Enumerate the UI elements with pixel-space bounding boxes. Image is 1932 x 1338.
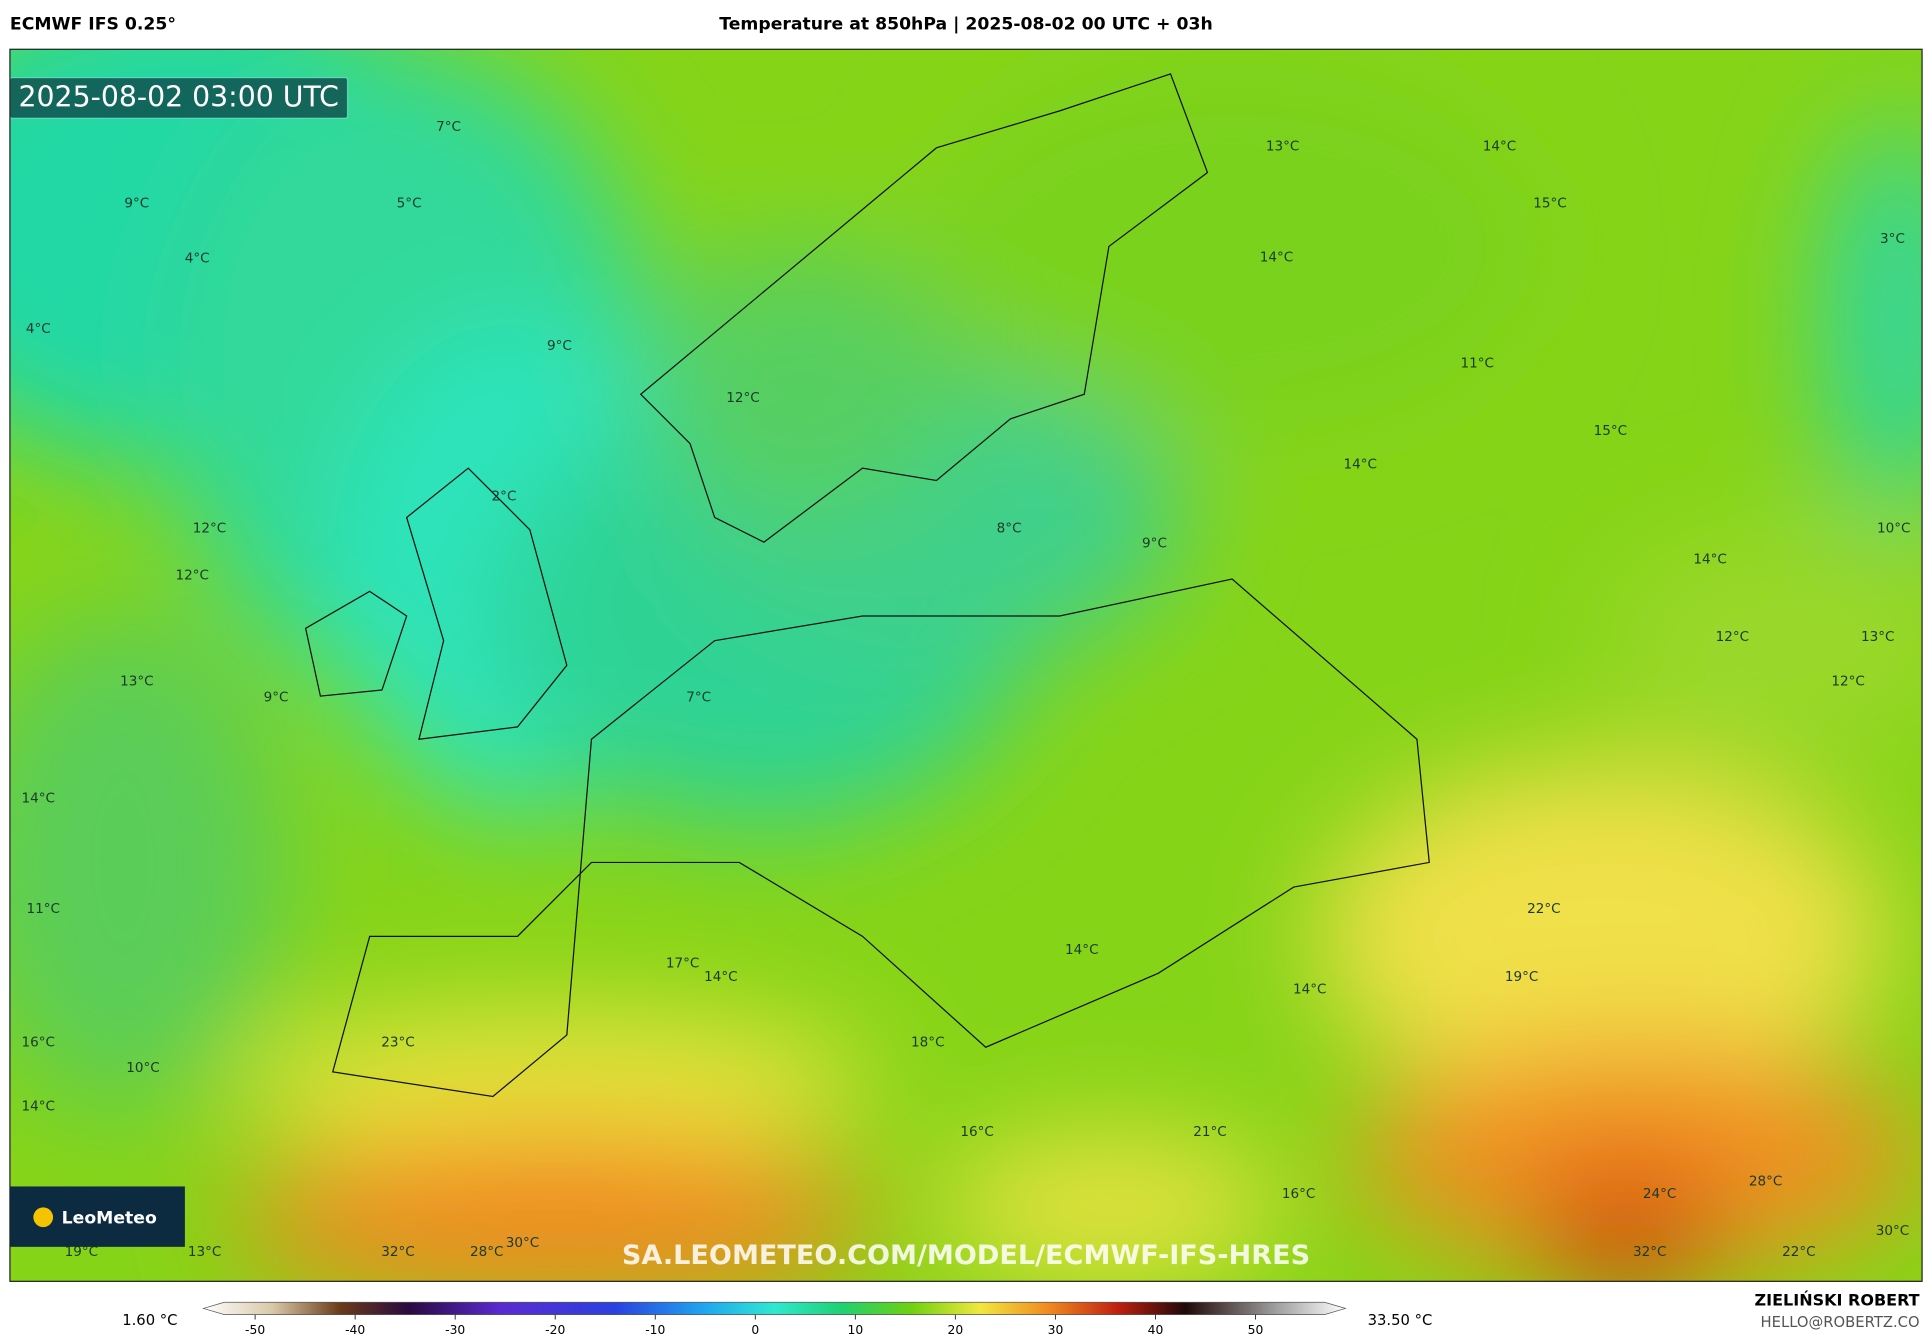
colorbar-tick-label: -50	[245, 1323, 265, 1337]
temperature-label: 14°C	[1260, 249, 1293, 265]
temperature-label: 32°C	[1633, 1244, 1666, 1260]
temperature-label: 17°C	[666, 955, 699, 971]
colorbar-tick-label: -30	[445, 1323, 465, 1337]
temperature-label: 30°C	[506, 1235, 539, 1251]
temperature-labels: 7°C 5°C 9°C 4°C 4°C 9°C 12°C 13°C 14°C 15°C 14°C 3°…	[22, 119, 1911, 1260]
temperature-label: 12°C	[176, 567, 209, 583]
colorbar-max: 33.50 °C	[1368, 1312, 1433, 1329]
temperature-label: 11°C	[1461, 355, 1494, 371]
colorbar-tick-label: 10	[848, 1323, 864, 1337]
temperature-label: 22°C	[1782, 1244, 1815, 1260]
temperature-label: 14°C	[1693, 551, 1726, 567]
temperature-label: 4°C	[26, 321, 51, 337]
colorbar-tick-label: 30	[1048, 1323, 1064, 1337]
temperature-label: 14°C	[1483, 139, 1516, 155]
temperature-label: 24°C	[1643, 1186, 1676, 1202]
map-area: 7°C 5°C 9°C 4°C 4°C 9°C 12°C 13°C 14°C 15°C 14°C 3°…	[9, 49, 1923, 1282]
temperature-label: 13°C	[120, 673, 153, 689]
temperature-label: 11°C	[26, 901, 59, 917]
temperature-label: 5°C	[397, 195, 422, 211]
temperature-label: 9°C	[547, 338, 572, 354]
temperature-label: 12°C	[726, 390, 759, 406]
map-frame	[9, 48, 1923, 1282]
logo-sun	[33, 1207, 54, 1228]
temperature-label: 16°C	[1282, 1186, 1315, 1202]
temperature-label: 9°C	[124, 195, 149, 211]
colorbar-tick-label: -40	[345, 1323, 365, 1337]
temperature-label: 19°C	[1505, 969, 1538, 985]
colorbar-ticks: -50 -40 -30 -20 -10 0 10 20 30 40 50	[245, 1314, 1264, 1337]
colorbar-min: 1.60 °C	[122, 1312, 177, 1329]
temperature-label: 14°C	[1065, 942, 1098, 958]
valid-time: 2025-08-02 03:00 UTC	[19, 81, 339, 114]
temperature-label: 21°C	[1193, 1124, 1226, 1140]
borders	[304, 73, 1430, 1098]
temperature-label: 14°C	[1344, 456, 1377, 472]
temperature-label: 12°C	[1716, 629, 1749, 645]
temperature-label: 14°C	[1293, 981, 1326, 997]
temperature-label: 14°C	[22, 790, 55, 806]
temperature-label: 15°C	[1594, 423, 1627, 439]
temperature-label: 16°C	[960, 1124, 993, 1140]
colorbar-tick-label: -20	[545, 1323, 565, 1337]
temperature-label: 10°C	[126, 1060, 159, 1076]
colorbar-tick-label: 0	[751, 1323, 759, 1337]
temperature-label: 9°C	[1142, 535, 1167, 551]
watermark: SA.LEOMETEO.COM/MODEL/ECMWF-IFS-HRES	[622, 1240, 1310, 1271]
temperature-label: 4°C	[185, 251, 210, 267]
colorbar-tick-label: 50	[1248, 1323, 1264, 1337]
temperature-label: 7°C	[436, 119, 461, 135]
temperature-label: 22°C	[1527, 901, 1560, 917]
temperature-label: 16°C	[22, 1034, 55, 1050]
temperature-label: 32°C	[381, 1244, 414, 1260]
temperature-label: 12°C	[1831, 673, 1864, 689]
temperature-label: 9°C	[264, 689, 289, 705]
temperature-label: 13°C	[1861, 629, 1894, 645]
temperature-label: 23°C	[381, 1034, 414, 1050]
temperature-label: 3°C	[1880, 231, 1905, 247]
colorbar	[202, 1301, 1347, 1315]
temperature-label: 15°C	[1533, 195, 1566, 211]
author: ZIELIŃSKI ROBERT	[1755, 1291, 1920, 1310]
colorbar-tick-label: 20	[948, 1323, 964, 1337]
temperature-label: 2°C	[492, 489, 517, 505]
temperature-label: 19°C	[65, 1244, 98, 1260]
temperature-label: 8°C	[997, 521, 1022, 537]
model-name: ECMWF IFS 0.25°	[10, 15, 176, 35]
temperature-label: 7°C	[686, 689, 711, 705]
map-title: Temperature at 850hPa | 2025-08-02 00 UT…	[719, 15, 1213, 35]
temperature-label: 12°C	[193, 521, 226, 537]
temperature-label: 14°C	[22, 1098, 55, 1114]
colorbar-tick-label: 40	[1148, 1323, 1164, 1337]
email: HELLO@ROBERTZ.CO	[1761, 1314, 1920, 1331]
temperature-label: 14°C	[704, 969, 737, 985]
temperature-label: 28°C	[470, 1244, 503, 1260]
temperature-label: 28°C	[1749, 1174, 1782, 1190]
valid-time-box	[9, 77, 349, 119]
temperature-label: 13°C	[188, 1244, 221, 1260]
temperature-label: 30°C	[1876, 1223, 1909, 1239]
colorbar-tick-label: -10	[645, 1323, 665, 1337]
temperature-field	[9, 49, 1923, 1282]
temperature-label: 18°C	[911, 1034, 944, 1050]
temperature-label: 13°C	[1266, 139, 1299, 155]
logo: LeoMeteo	[62, 1208, 157, 1228]
temperature-label: 10°C	[1877, 521, 1910, 537]
